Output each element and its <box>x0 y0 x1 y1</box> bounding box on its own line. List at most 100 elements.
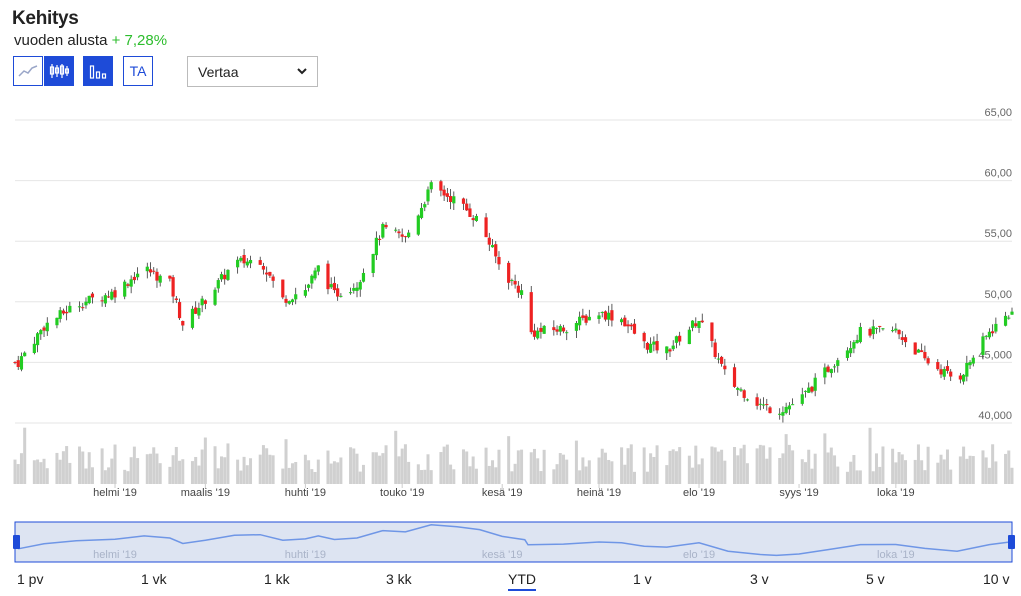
volume-bar <box>849 461 853 484</box>
candle-body <box>261 266 266 270</box>
navigator-handle-left[interactable] <box>13 535 20 549</box>
volume-bar <box>581 457 585 484</box>
candle-body <box>532 330 537 337</box>
volume-bar <box>823 433 827 484</box>
volume-bar <box>991 444 995 484</box>
candle-body <box>84 301 88 306</box>
volume-bar <box>603 452 607 484</box>
volume-bar <box>171 455 175 484</box>
volume-bar <box>787 444 791 484</box>
candle-body <box>465 203 469 211</box>
volume-bar <box>123 469 127 484</box>
candle-body <box>836 360 840 366</box>
volume-bar <box>429 470 433 484</box>
y-tick-label: 65,00 <box>984 107 1012 119</box>
compare-select[interactable]: Vertaa <box>187 56 318 87</box>
volume-bar <box>19 453 23 484</box>
volume-bar <box>558 453 562 484</box>
candle-body <box>148 269 153 273</box>
candle-body <box>632 323 637 334</box>
volume-bar <box>381 453 385 484</box>
period-5-v[interactable]: 5 v <box>866 571 885 587</box>
volume-bar <box>962 446 966 484</box>
candle-body <box>42 327 46 331</box>
candle-body <box>926 358 930 364</box>
candle-body <box>507 262 511 283</box>
candle-body <box>897 329 901 335</box>
volume-bar <box>994 461 998 484</box>
ytd-change-label: vuoden alusta <box>14 32 108 49</box>
volume-bar <box>132 446 136 484</box>
navigator-tick-label: huhti '19 <box>285 549 326 561</box>
x-tick-label: loka '19 <box>877 487 915 499</box>
volume-bar <box>442 446 446 484</box>
volume-bar <box>103 470 107 484</box>
period-3-kk[interactable]: 3 kk <box>386 571 412 587</box>
period-3-v[interactable]: 3 v <box>750 571 769 587</box>
navigator-handle-right[interactable] <box>1008 535 1015 549</box>
candle-body <box>552 327 556 331</box>
volume-button[interactable] <box>83 56 113 86</box>
volume-bar <box>632 471 636 484</box>
period-1-vk[interactable]: 1 vk <box>141 571 167 587</box>
candle-body <box>981 336 985 356</box>
navigator-tick-label: elo '19 <box>683 549 715 561</box>
line-chart-button[interactable] <box>13 56 43 86</box>
period-1-v[interactable]: 1 v <box>633 571 652 587</box>
x-tick-label: syys '19 <box>779 487 818 499</box>
volume-bar <box>939 454 943 484</box>
volume-bar <box>339 457 343 484</box>
volume-bar <box>981 450 985 484</box>
volume-bar <box>491 460 495 484</box>
period-1-pv[interactable]: 1 pv <box>17 571 44 587</box>
candle-body <box>474 215 478 221</box>
volume-bar <box>623 464 627 484</box>
volume-bar <box>949 469 953 484</box>
candlestick-button[interactable] <box>44 56 74 86</box>
volume-bar <box>394 430 398 484</box>
candle-body <box>1010 311 1014 315</box>
candle-body <box>332 282 337 291</box>
volume-bar <box>310 469 314 484</box>
candle-body <box>697 320 701 329</box>
volume-bar <box>423 469 427 484</box>
candle-body <box>645 342 650 350</box>
candle-body <box>39 330 43 335</box>
candle-body <box>619 319 624 323</box>
candle-body <box>19 356 24 370</box>
candle-body <box>113 290 117 298</box>
candle-body <box>849 348 853 354</box>
candle-body <box>403 236 408 238</box>
candle-body <box>281 279 285 298</box>
candle-body <box>936 362 940 370</box>
candle-body <box>268 271 272 276</box>
candle-body <box>745 399 750 401</box>
period-10-v[interactable]: 10 v <box>983 571 1010 587</box>
period-1-kk[interactable]: 1 kk <box>264 571 290 587</box>
volume-bar <box>678 447 682 484</box>
volume-bar <box>78 446 82 484</box>
volume-bar <box>942 459 946 484</box>
volume-bar <box>645 471 649 484</box>
candle-body <box>339 295 343 297</box>
candle-body <box>487 237 491 245</box>
volume-bar <box>713 447 717 484</box>
candle-body <box>694 323 698 327</box>
volume-bar <box>800 459 804 484</box>
candle-body <box>313 270 317 279</box>
candle-body <box>565 332 569 334</box>
candle-body <box>732 367 737 387</box>
volume-bar <box>739 448 743 484</box>
volume-bar <box>891 448 895 484</box>
candle-body <box>810 386 814 392</box>
candle-body <box>223 274 227 280</box>
candle-body <box>916 349 921 353</box>
candle-body <box>991 331 995 334</box>
period-ytd[interactable]: YTD <box>508 571 536 591</box>
candle-body <box>461 198 466 204</box>
ta-button[interactable]: TA <box>123 56 153 86</box>
candle-body <box>581 315 585 318</box>
candle-body <box>655 341 659 351</box>
candle-body <box>519 290 524 295</box>
